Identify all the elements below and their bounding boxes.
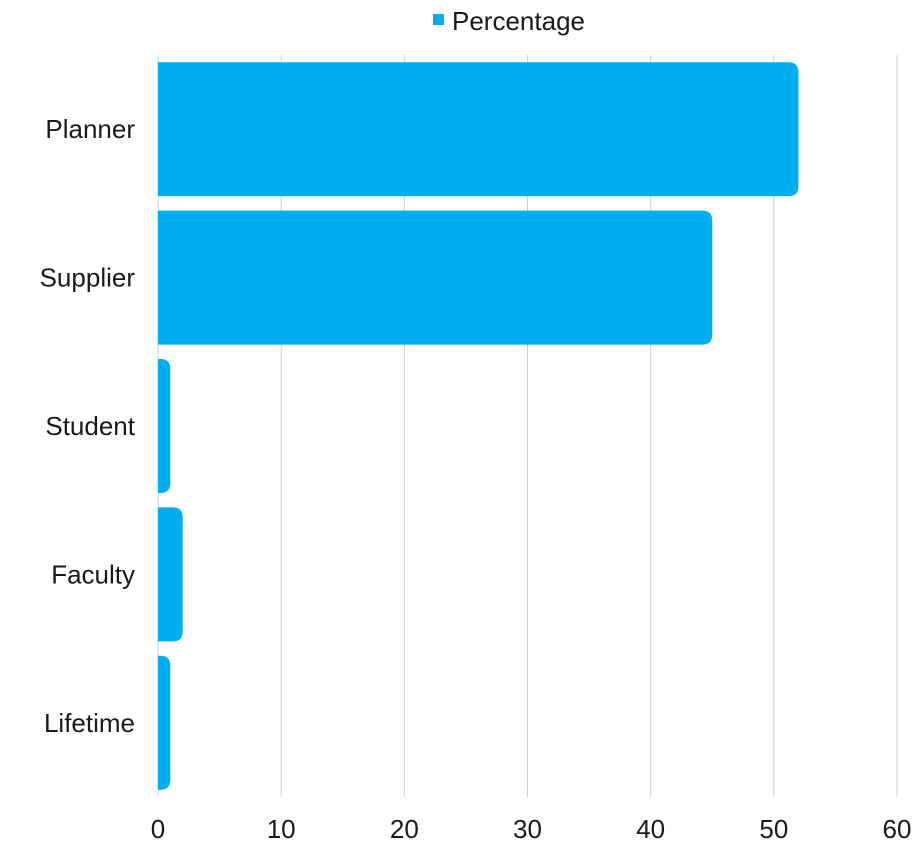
x-axis-ticks: 0 10 20 30 40 50 60 (151, 814, 912, 844)
bars (158, 62, 799, 790)
category-label: Lifetime (44, 708, 135, 738)
bar-planner (158, 62, 799, 197)
bar-student (158, 359, 171, 493)
category-label: Supplier (40, 263, 136, 293)
bar-lifetime (158, 655, 171, 790)
category-label: Student (45, 411, 135, 441)
x-tick-label: 60 (883, 814, 912, 844)
x-tick-label: 50 (759, 814, 788, 844)
x-tick-label: 10 (267, 814, 296, 844)
bar-faculty (158, 507, 183, 642)
legend-swatch (433, 14, 444, 25)
x-tick-label: 30 (513, 814, 542, 844)
bar-supplier (158, 210, 713, 345)
category-labels: Planner Supplier Student Faculty Lifetime (40, 114, 136, 738)
category-label: Faculty (51, 559, 135, 589)
category-label: Planner (45, 114, 135, 144)
x-tick-label: 20 (390, 814, 419, 844)
legend: Percentage (433, 6, 585, 36)
x-tick-label: 40 (636, 814, 665, 844)
x-tick-label: 0 (151, 814, 165, 844)
legend-label: Percentage (452, 6, 585, 36)
